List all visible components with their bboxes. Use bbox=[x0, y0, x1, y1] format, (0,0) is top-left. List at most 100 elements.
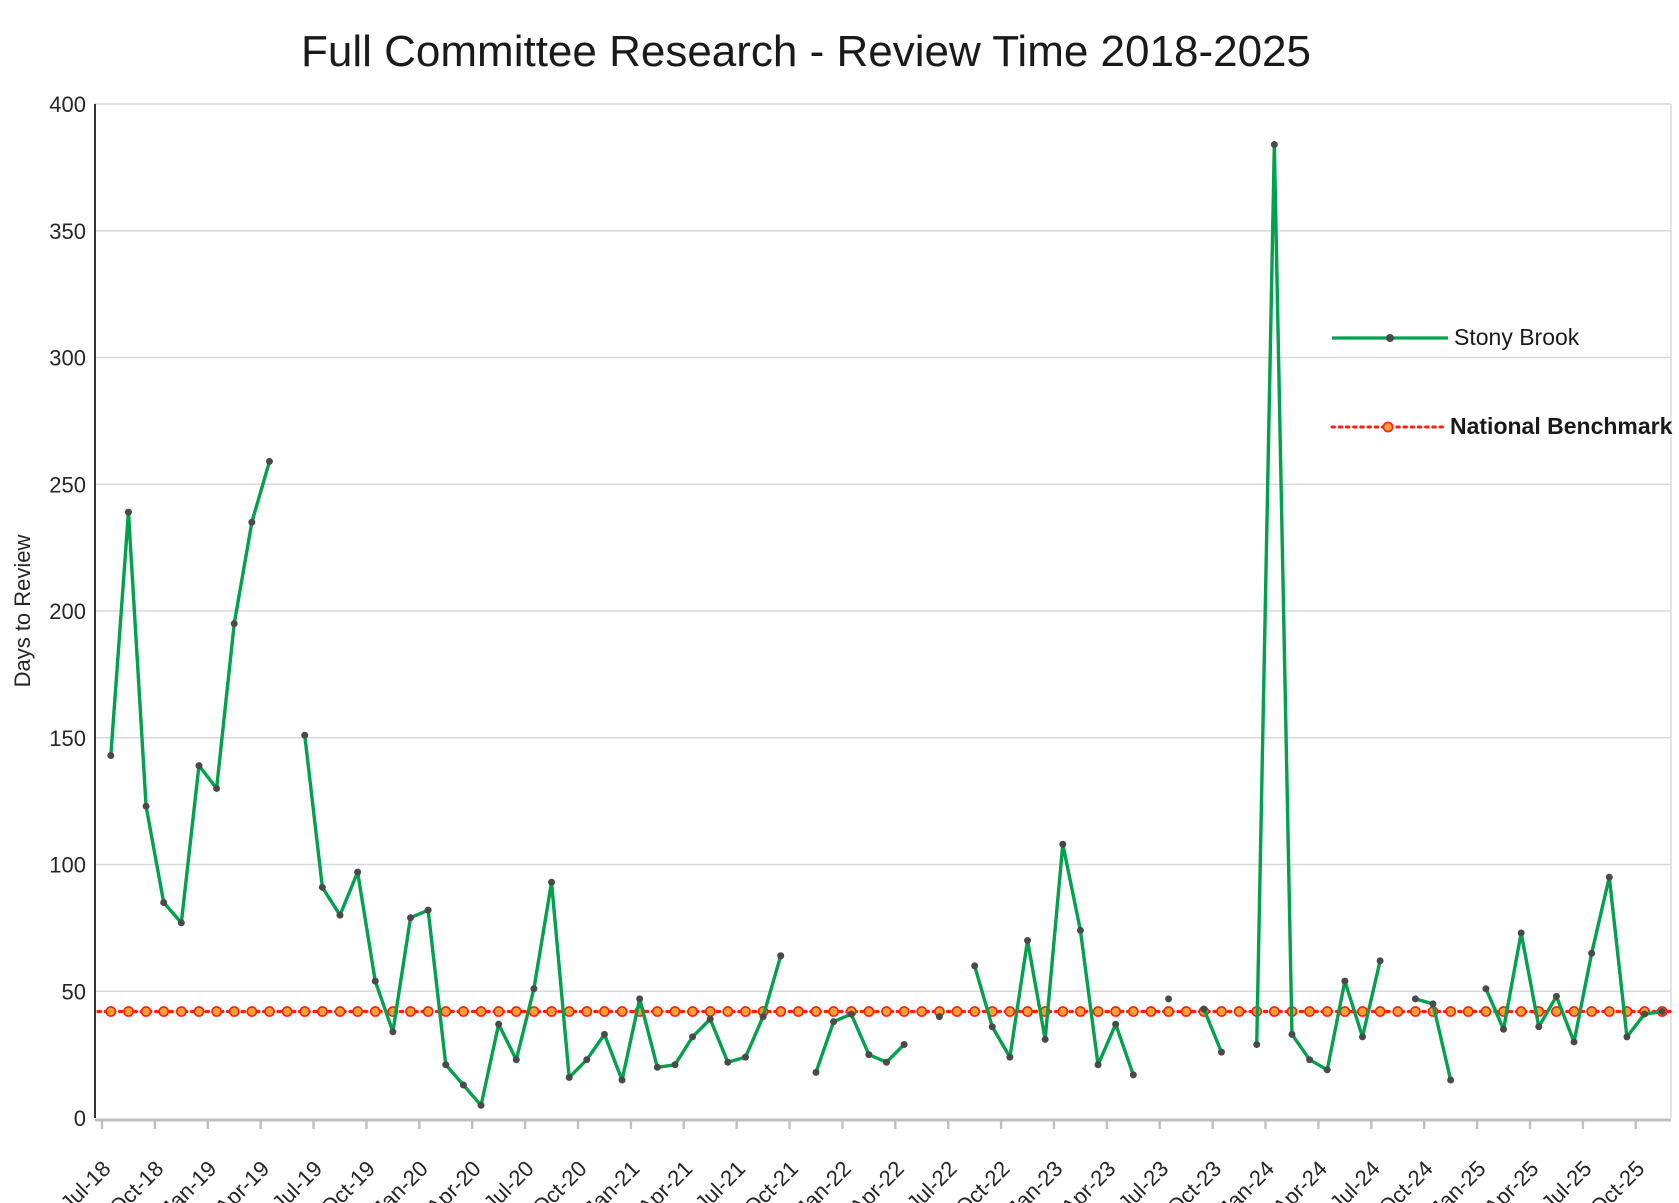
benchmark-marker bbox=[669, 1006, 681, 1017]
stony-brook-data-point bbox=[354, 868, 362, 876]
stony-brook-data-point bbox=[1323, 1066, 1331, 1074]
y-axis-title: Days to Review bbox=[10, 534, 35, 687]
stony-brook-data-point bbox=[583, 1056, 591, 1064]
x-axis-tick-label: Oct-24 bbox=[1373, 1156, 1437, 1203]
benchmark-marker bbox=[599, 1006, 610, 1017]
benchmark-marker bbox=[457, 1006, 469, 1017]
benchmark-marker bbox=[951, 1006, 963, 1017]
benchmark-marker bbox=[898, 1006, 910, 1017]
stony-brook-data-point bbox=[1165, 995, 1173, 1003]
x-axis-tick-label: Apr-21 bbox=[633, 1156, 697, 1203]
benchmark-marker bbox=[722, 1006, 734, 1017]
x-axis-tick-label: Apr-20 bbox=[421, 1156, 485, 1203]
benchmark-marker bbox=[810, 1006, 822, 1017]
benchmark-marker bbox=[1409, 1006, 1421, 1017]
stony-brook-data-point bbox=[865, 1051, 873, 1059]
y-axis-tick-label: 50 bbox=[62, 979, 86, 1004]
stony-brook-data-point bbox=[389, 1028, 397, 1036]
benchmark-marker bbox=[1603, 1006, 1615, 1017]
x-axis-tick-label: Apr-24 bbox=[1268, 1156, 1332, 1203]
stony-brook-data-point bbox=[883, 1058, 890, 1066]
benchmark-marker bbox=[792, 1006, 804, 1017]
benchmark-marker bbox=[475, 1006, 487, 1017]
stony-brook-data-point bbox=[459, 1081, 467, 1089]
benchmark-marker bbox=[158, 1006, 170, 1017]
benchmark-marker bbox=[1339, 1006, 1351, 1017]
stony-brook-data-point bbox=[336, 911, 344, 919]
stony-brook-data-point bbox=[741, 1053, 749, 1061]
stony-brook-data-point bbox=[1041, 1035, 1049, 1043]
benchmark-marker bbox=[1586, 1006, 1598, 1017]
stony-brook-line-segment bbox=[109, 459, 272, 925]
x-axis-tick-label: Jan-25 bbox=[1425, 1156, 1490, 1203]
benchmark-marker bbox=[440, 1006, 452, 1017]
stony-brook-data-point bbox=[777, 952, 785, 960]
benchmark-marker bbox=[334, 1006, 346, 1017]
stony-brook-data-point bbox=[265, 457, 273, 465]
benchmark-marker bbox=[140, 1006, 152, 1017]
stony-brook-data-point bbox=[830, 1018, 838, 1026]
legend: Stony Brook National Benchmark bbox=[1330, 324, 1673, 439]
stony-brook-data-point bbox=[495, 1020, 503, 1028]
benchmark-marker bbox=[1392, 1006, 1404, 1017]
stony-brook-data-point bbox=[424, 906, 432, 914]
benchmark-marker bbox=[1057, 1006, 1069, 1017]
benchmark-marker bbox=[1092, 1006, 1104, 1017]
stony-brook-line-segment bbox=[814, 1012, 906, 1075]
benchmark-marker bbox=[1357, 1006, 1368, 1017]
stony-brook-data-point bbox=[548, 878, 556, 886]
stony-brook-data-point bbox=[706, 1015, 714, 1023]
x-axis-tick-labels: Jul-18Oct-18Jan-19Apr-19Jul-19Oct-19Jan-… bbox=[55, 1156, 1649, 1203]
benchmark-marker bbox=[687, 1006, 698, 1017]
stony-brook-data-point bbox=[618, 1076, 626, 1084]
benchmark-marker bbox=[969, 1006, 981, 1017]
stony-brook-data-point bbox=[477, 1101, 485, 1109]
benchmark-marker bbox=[616, 1006, 628, 1017]
y-axis-tick-label: 350 bbox=[49, 219, 86, 244]
stony-brook-data-point bbox=[724, 1058, 732, 1066]
stony-brook-data-point bbox=[671, 1061, 679, 1069]
benchmark-marker bbox=[1216, 1006, 1227, 1017]
stony-brook-data-point bbox=[689, 1033, 697, 1041]
stony-brook-data-point bbox=[512, 1056, 520, 1064]
y-axis-tick-label: 150 bbox=[49, 726, 86, 751]
stony-brook-data-point bbox=[935, 1013, 943, 1021]
benchmark-marker bbox=[1145, 1006, 1157, 1017]
benchmark-marker bbox=[1110, 1006, 1122, 1017]
x-axis-tick-label: Oct-21 bbox=[739, 1156, 803, 1203]
stony-brook-data-point bbox=[142, 802, 150, 810]
chart-title: Full Committee Research - Review Time 20… bbox=[301, 27, 1311, 76]
x-axis-tick-label: Jan-24 bbox=[1214, 1156, 1279, 1203]
stony-brook-data-point bbox=[812, 1068, 820, 1076]
stony-brook-data-point bbox=[160, 899, 168, 907]
benchmark-marker bbox=[228, 1006, 240, 1017]
benchmark-marker bbox=[1321, 1006, 1333, 1017]
benchmark-marker bbox=[1568, 1006, 1580, 1017]
stony-brook-data-point bbox=[1006, 1053, 1014, 1061]
stony-brook-data-point bbox=[1429, 1000, 1437, 1008]
benchmark-marker bbox=[1462, 1006, 1474, 1017]
benchmark-marker bbox=[651, 1006, 663, 1017]
benchmark-marker bbox=[863, 1006, 875, 1017]
stony-brook-data-point bbox=[1570, 1038, 1578, 1046]
stony-brook-data-point bbox=[1500, 1025, 1508, 1033]
x-axis-tick-label: Jul-22 bbox=[902, 1156, 962, 1203]
x-axis-tick-label: Oct-18 bbox=[104, 1156, 168, 1203]
benchmark-marker bbox=[264, 1006, 275, 1017]
benchmark-marker bbox=[1304, 1006, 1316, 1017]
benchmark-marker bbox=[740, 1006, 751, 1017]
benchmark-marker bbox=[916, 1006, 928, 1017]
stony-brook-data-point bbox=[530, 985, 538, 993]
benchmark-marker bbox=[510, 1006, 522, 1017]
stony-brook-data-point bbox=[177, 919, 185, 927]
benchmark-marker bbox=[1268, 1006, 1280, 1017]
stony-brook-data-point bbox=[1623, 1033, 1631, 1041]
stony-brook-data-point bbox=[371, 977, 379, 985]
stony-brook-data-point bbox=[1358, 1033, 1366, 1041]
benchmark-marker bbox=[493, 1006, 505, 1017]
stony-brook-data-point bbox=[301, 731, 309, 739]
benchmark-marker bbox=[881, 1006, 892, 1017]
x-axis-tick-label: Jan-23 bbox=[1002, 1156, 1067, 1203]
stony-brook-data-point bbox=[442, 1061, 450, 1069]
